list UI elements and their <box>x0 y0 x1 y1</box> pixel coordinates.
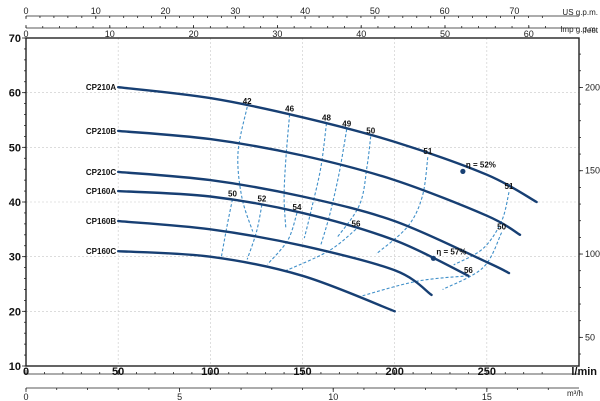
pump-curve-cp160c <box>117 250 396 313</box>
labels-layer: 42 46 48 49 50 51 51 50 52 54 50 56 56 CP210A CP210B CP… <box>86 83 514 275</box>
efficiency-label: 51 <box>423 147 432 156</box>
efficiency-label: 50 <box>497 223 506 232</box>
y-left-tick-label: 30 <box>9 252 21 264</box>
peak-efficiency-label: η = 52% <box>466 160 496 169</box>
efficiency-line <box>453 192 510 266</box>
x-us-gpm-tick-label: 0 <box>23 6 28 16</box>
pump-curve-label: CP210B <box>86 127 116 136</box>
efficiency-label: 56 <box>352 219 361 228</box>
x-us-gpm-tick-label: 30 <box>230 6 240 16</box>
pump-curve-cp160a <box>117 189 470 277</box>
efficiency-label: 56 <box>464 266 473 275</box>
pump-curve-cp210b <box>117 129 522 236</box>
y-left-tick-label: 40 <box>9 197 21 209</box>
efficiency-line <box>442 232 503 290</box>
pump-curve-label: CP210C <box>86 168 116 177</box>
efficiency-label: 49 <box>342 119 351 128</box>
x-us-gpm-tick-label: 10 <box>91 6 101 16</box>
pump-curve-label: CP160A <box>86 187 116 196</box>
peak-efficiency-label: η = 57% <box>436 247 466 256</box>
y-left-tick-label: 20 <box>9 306 21 318</box>
pump-curve-cp160b <box>117 219 433 297</box>
efficiency-layer <box>220 106 510 298</box>
efficiency-label: 42 <box>243 97 252 106</box>
x-imp-gpm-tick-label: 50 <box>440 29 450 39</box>
efficiency-line <box>320 129 348 245</box>
x-imp-gpm-tick-label: 60 <box>524 29 534 39</box>
pump-curve-cp210a <box>117 86 538 204</box>
x-imp-gpm-tick-label: 0 <box>23 29 28 39</box>
x-us-gpm-tick-label: 50 <box>370 6 380 16</box>
efficiency-line <box>303 123 328 239</box>
x-imp-gpm-tick-label: 30 <box>272 29 282 39</box>
efficiency-label: 50 <box>366 126 375 135</box>
peak-efficiency-marker <box>430 255 436 261</box>
x-m3h-tick-label: 10 <box>328 392 338 401</box>
efficiency-line <box>220 199 234 257</box>
x-m3h-tick-label: 5 <box>177 392 182 401</box>
x-m3h-tick-label: 0 <box>23 392 28 401</box>
axes-layer: 1020304050607050100150200feet05010015020… <box>9 6 600 401</box>
x-primary-unit: l/min <box>571 366 597 378</box>
efficiency-label: 50 <box>228 189 237 198</box>
x-imp-gpm-tick-label: 40 <box>356 29 366 39</box>
pump-curve-label: CP210A <box>86 83 116 92</box>
grid-layer <box>26 38 579 366</box>
x-us-gpm-tick-label: 40 <box>300 6 310 16</box>
efficiency-label: 46 <box>285 105 294 114</box>
efficiency-line <box>246 204 263 260</box>
y-left-tick-label: 70 <box>9 33 21 45</box>
x-imp-gpm-tick-label: 20 <box>189 29 199 39</box>
y-left-tick-label: 50 <box>9 142 21 154</box>
efficiency-line <box>337 136 372 238</box>
efficiency-line <box>267 212 298 265</box>
y-right-tick-label: 200 <box>585 82 600 92</box>
pump-curve-label: CP160C <box>86 247 116 256</box>
efficiency-label: 54 <box>293 203 302 212</box>
peak-efficiency-marker <box>460 168 466 174</box>
efficiency-line <box>375 157 429 255</box>
pump-curve-label: CP160B <box>86 217 116 226</box>
x-us-gpm-tick-label: 70 <box>509 6 519 16</box>
efficiency-line <box>283 114 291 230</box>
y-right-tick-label: 150 <box>585 166 600 176</box>
y-left-tick-label: 10 <box>9 361 21 373</box>
x-us-gpm-tick-label: 60 <box>440 6 450 16</box>
y-right-tick-label: 100 <box>585 249 600 259</box>
y-right-tick-label: 50 <box>585 332 595 342</box>
y-left-tick-label: 60 <box>9 88 21 100</box>
x-us-gpm-unit: US g.p.m. <box>562 8 598 17</box>
x-us-gpm-tick-label: 20 <box>161 6 171 16</box>
pump-curve-cp210c <box>117 170 511 275</box>
efficiency-label: 48 <box>322 113 331 122</box>
efficiency-label: 52 <box>257 195 266 204</box>
efficiency-line <box>237 106 254 232</box>
x-m3h-tick-label: 15 <box>482 392 492 401</box>
x-m3h-unit: m³/h <box>567 389 583 398</box>
x-imp-gpm-tick-label: 10 <box>105 29 115 39</box>
plot-frame <box>25 37 580 367</box>
efficiency-label: 51 <box>505 182 514 191</box>
x-imp-gpm-unit: Imp g.p.m. <box>560 25 598 34</box>
curves-layer <box>117 86 538 313</box>
y-right-unit: feet <box>585 26 599 35</box>
